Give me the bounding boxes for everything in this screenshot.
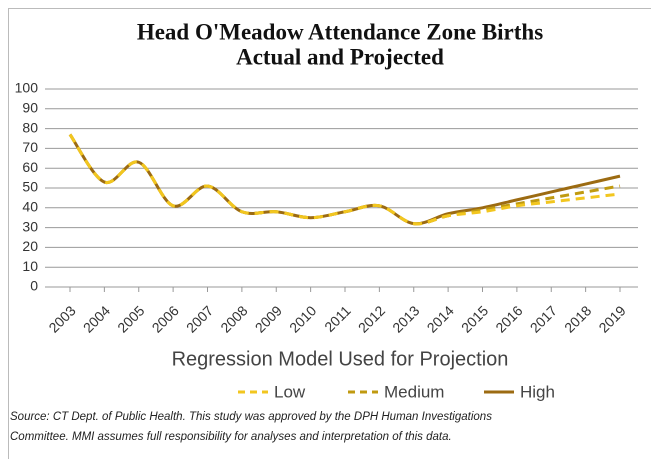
y-tick-label: 10 (22, 258, 38, 274)
x-tick-label: 2005 (114, 302, 147, 335)
x-tick-label: 2003 (45, 302, 78, 335)
y-tick-label: 80 (22, 119, 38, 135)
y-tick-label: 20 (22, 238, 38, 254)
x-tick-label: 2009 (252, 302, 285, 335)
x-tick-label: 2004 (80, 302, 113, 335)
source-note: Source: CT Dept. of Public Health. This … (10, 411, 492, 423)
y-tick-label: 50 (22, 179, 38, 195)
chart-border (8, 8, 651, 459)
y-tick-label: 60 (22, 159, 38, 175)
source-note: Committee. MMI assumes full responsibili… (10, 431, 452, 443)
legend-label: Medium (384, 382, 444, 401)
x-tick-label: 2016 (492, 302, 525, 335)
y-tick-label: 0 (30, 278, 38, 294)
y-tick-label: 90 (22, 100, 38, 116)
x-tick-label: 2011 (321, 302, 354, 335)
x-axis-title: Regression Model Used for Projection (172, 348, 509, 370)
y-tick-label: 70 (22, 139, 38, 155)
chart-title: Actual and Projected (236, 44, 444, 69)
x-tick-label: 2015 (458, 302, 491, 335)
series-line (68, 133, 621, 226)
x-tick-label: 2017 (527, 302, 560, 335)
legend-label: Low (274, 382, 306, 401)
legend-label: High (520, 382, 555, 401)
chart-title: Head O'Meadow Attendance Zone Births (137, 19, 543, 44)
y-tick-label: 100 (15, 80, 39, 96)
x-tick-label: 2013 (389, 302, 422, 335)
x-tick-label: 2018 (561, 302, 594, 335)
x-tick-label: 2008 (217, 302, 250, 335)
x-tick-label: 2007 (183, 302, 216, 335)
y-tick-label: 30 (22, 218, 38, 234)
y-tick-label: 40 (22, 199, 38, 215)
x-tick-label: 2014 (424, 302, 457, 335)
x-tick-label: 2006 (149, 302, 182, 335)
x-tick-label: 2019 (595, 302, 628, 335)
x-tick-label: 2012 (355, 302, 388, 335)
x-tick-label: 2010 (286, 302, 319, 335)
